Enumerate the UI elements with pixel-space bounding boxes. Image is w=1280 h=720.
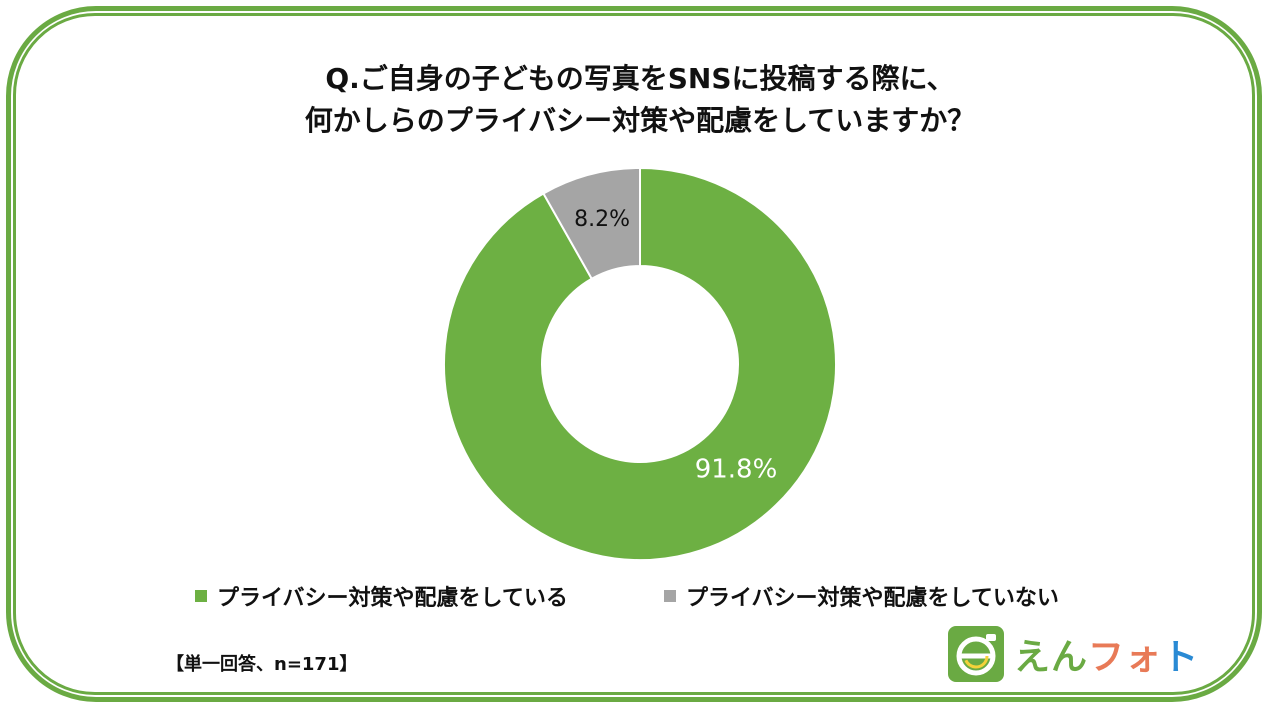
logo-char-0: え [1014, 637, 1052, 678]
legend-item-yes: プライバシー対策や配慮をしている [195, 580, 568, 612]
chart-title-line-2: 何かしらのプライバシー対策や配慮をしていますか？ [304, 104, 976, 137]
legend-swatch-no [664, 590, 676, 602]
outer-frame [6, 6, 1262, 702]
logo-char-1: ん [1051, 637, 1089, 678]
logo-char-4: ト [1162, 637, 1200, 678]
data-label-yes: 91.8% [695, 455, 778, 485]
e-logo-icon [948, 626, 1004, 682]
enphoto-logo: えんフォト [948, 626, 1199, 682]
legend-swatch-yes [195, 590, 207, 602]
legend: プライバシー対策や配慮をしている プライバシー対策や配慮をしていない [0, 580, 1280, 614]
inner-frame [13, 13, 1255, 695]
chart-title: Q.ご自身の子どもの写真をSNSに投稿する際に、 何かしらのプライバシー対策や配… [0, 58, 1280, 142]
legend-item-no: プライバシー対策や配慮をしていない [664, 580, 1059, 612]
donut-slices [443, 166, 837, 561]
sample-note: 【単一回答、n=171】 [166, 654, 358, 675]
logo-wordmark: えんフォト [1014, 628, 1199, 680]
chart-title-line-1: Q.ご自身の子どもの写真をSNSに投稿する際に、 [325, 62, 955, 95]
legend-label-no: プライバシー対策や配慮をしていない [686, 586, 1059, 611]
legend-label-yes: プライバシー対策や配慮をしている [217, 586, 568, 611]
donut-slice-no [542, 166, 641, 281]
donut-slice-yes [443, 166, 837, 561]
logo-char-3: ォ [1125, 637, 1163, 678]
logo-char-2: フ [1088, 637, 1126, 678]
data-label-no: 8.2% [574, 207, 630, 232]
donut-labels: 91.8% 8.2% [574, 207, 777, 485]
